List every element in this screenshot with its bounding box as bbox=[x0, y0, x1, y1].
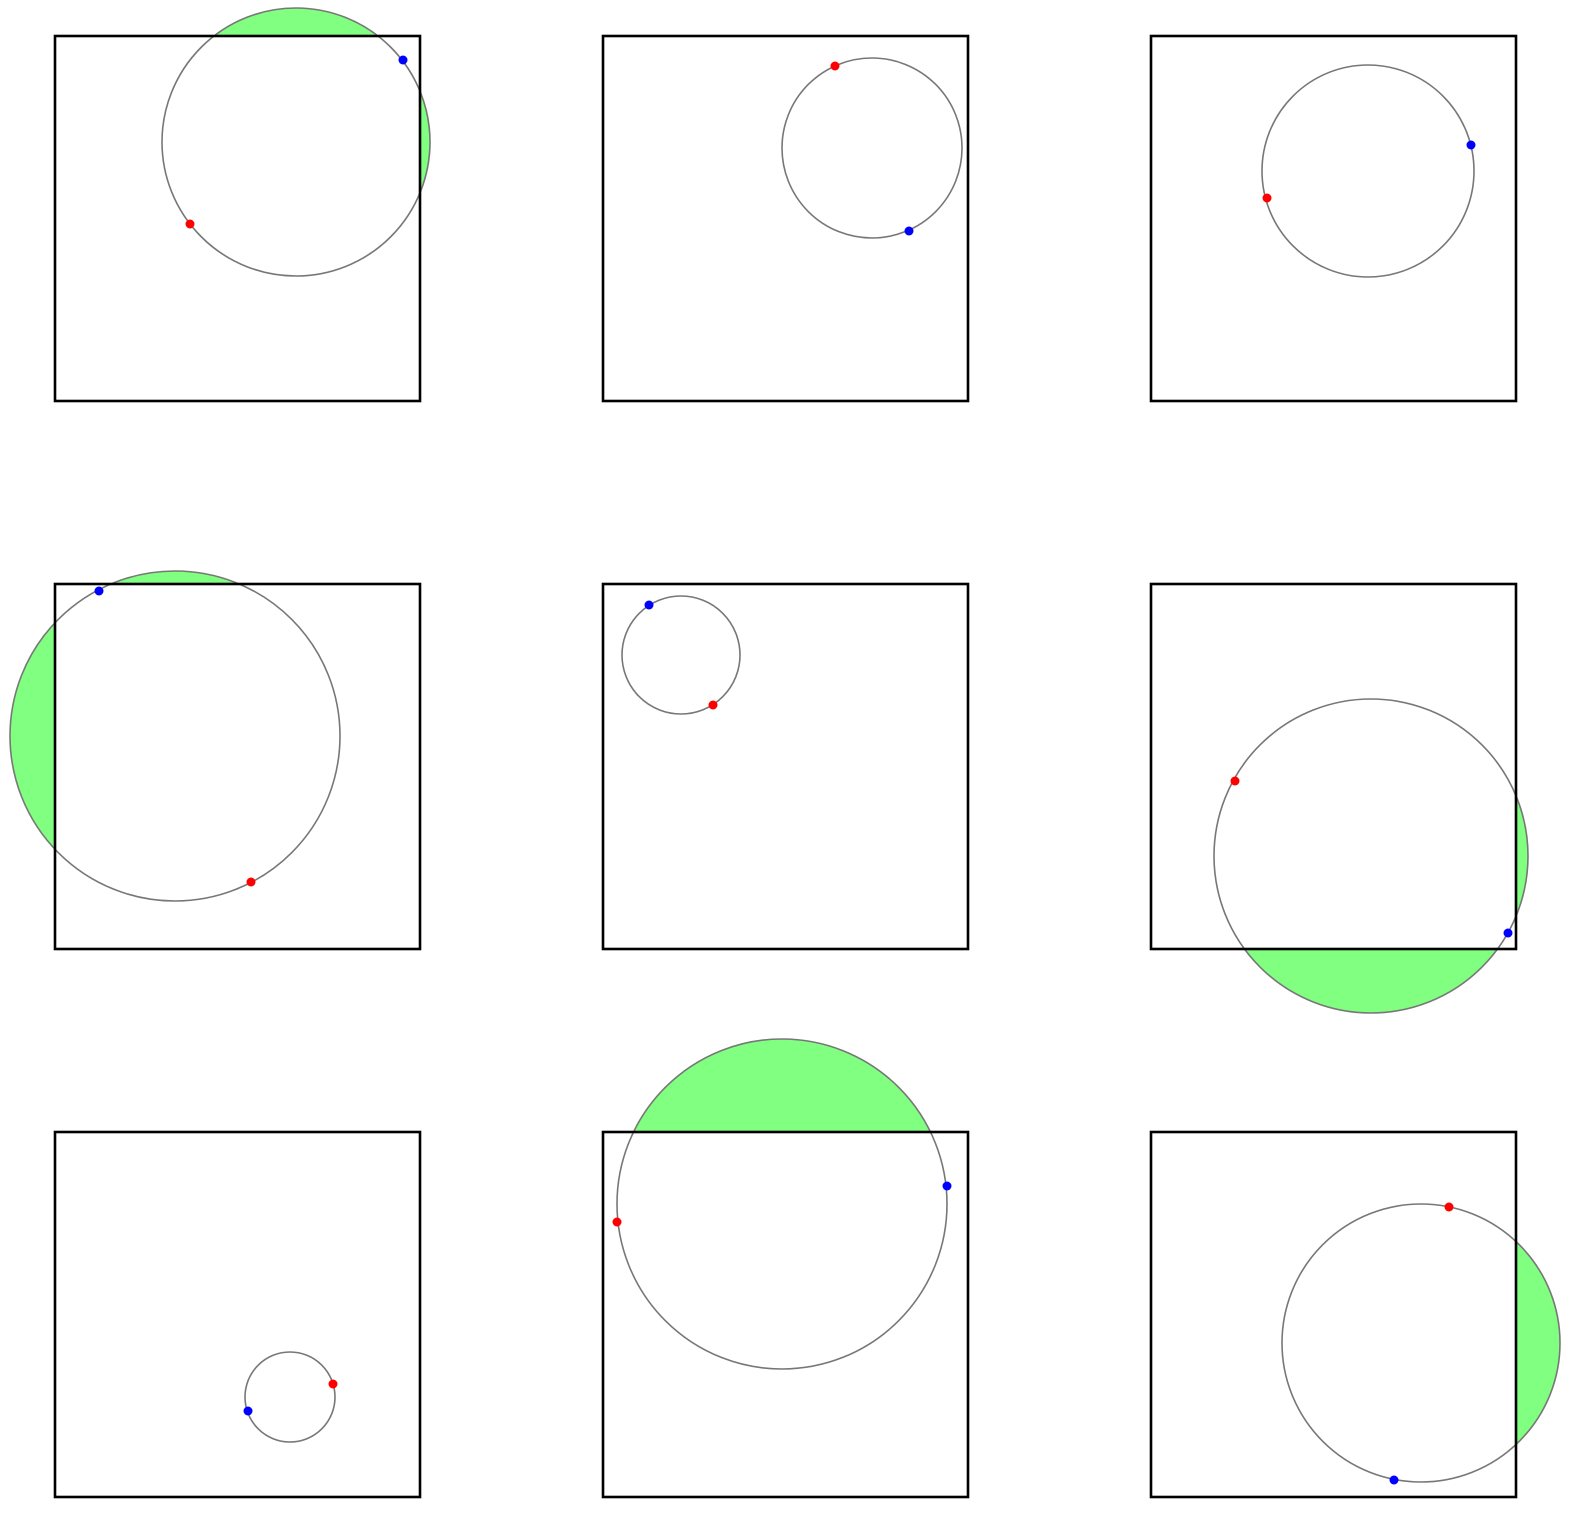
circle bbox=[781, 57, 963, 239]
circle bbox=[161, 7, 431, 277]
square bbox=[601, 34, 970, 403]
red-point bbox=[612, 1217, 622, 1227]
square bbox=[601, 582, 970, 951]
blue-point bbox=[904, 226, 914, 236]
red-point bbox=[1230, 776, 1240, 786]
blue-point bbox=[398, 55, 408, 65]
blue-point bbox=[942, 1181, 952, 1191]
square bbox=[1149, 34, 1518, 403]
red-point bbox=[708, 700, 718, 710]
circle bbox=[1213, 698, 1529, 1014]
blue-point bbox=[1503, 928, 1513, 938]
square-fill bbox=[603, 1132, 968, 1497]
blue-point bbox=[644, 600, 654, 610]
blue-point bbox=[1466, 140, 1476, 150]
circle bbox=[621, 595, 741, 715]
circle bbox=[9, 570, 341, 902]
blue-point bbox=[243, 1406, 253, 1416]
square bbox=[53, 582, 422, 951]
square bbox=[53, 1130, 422, 1499]
square-fill bbox=[1151, 1132, 1516, 1497]
red-point bbox=[185, 219, 195, 229]
circle bbox=[244, 1351, 336, 1443]
square bbox=[1149, 582, 1518, 951]
red-point bbox=[246, 877, 256, 887]
red-point bbox=[1444, 1202, 1454, 1212]
square-fill bbox=[1151, 584, 1516, 949]
red-point bbox=[1262, 193, 1272, 203]
red-point bbox=[328, 1379, 338, 1389]
red-point bbox=[830, 61, 840, 71]
square-fill bbox=[55, 36, 420, 401]
circle bbox=[616, 1038, 948, 1370]
square bbox=[601, 1130, 970, 1499]
blue-point bbox=[1389, 1475, 1399, 1485]
square-fill bbox=[55, 584, 420, 949]
circle bbox=[1261, 64, 1475, 278]
blue-point bbox=[94, 586, 104, 596]
square bbox=[1149, 1130, 1518, 1499]
square bbox=[53, 34, 422, 403]
circle bbox=[1281, 1203, 1561, 1483]
